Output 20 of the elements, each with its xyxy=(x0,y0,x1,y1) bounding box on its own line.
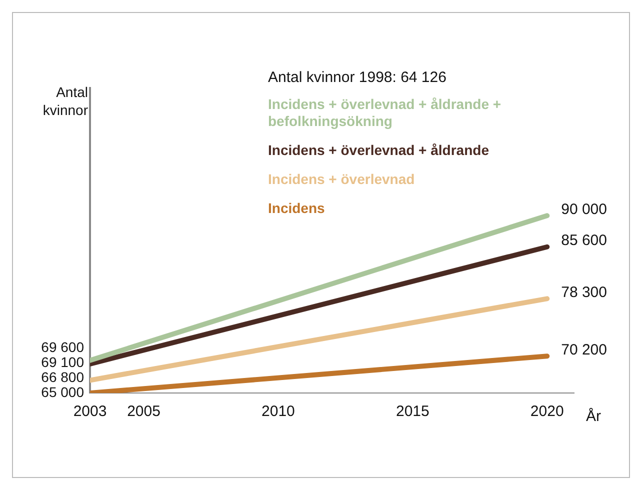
data-label: 69 100 xyxy=(41,354,84,370)
data-label: 69 600 xyxy=(41,338,84,355)
chart-title: Antal kvinnor 1998: 64 126 xyxy=(268,69,446,86)
x-tick-label: 2003 xyxy=(73,403,107,420)
data-label: 78 300 xyxy=(561,284,607,301)
text: Incidens + överlevnad + åldrande + befolkningsökning xyxy=(268,96,502,129)
x-axis-title: År xyxy=(586,407,602,426)
x-tick-label: 2020 xyxy=(530,403,564,420)
text: Incidens + överlevnad xyxy=(268,170,415,187)
text: Incidens + överlevnad + åldrande xyxy=(268,142,490,158)
data-label: 66 800 xyxy=(41,368,84,385)
data-label: 90 000 xyxy=(561,200,607,218)
x-tick-label: 2015 xyxy=(396,403,430,420)
text: Incidens xyxy=(268,200,326,216)
y-axis-title: Antal kvinnor xyxy=(42,84,88,118)
data-label: 85 600 xyxy=(561,232,607,250)
x-tick-label: 2010 xyxy=(262,403,295,420)
data-label: 65 000 xyxy=(41,384,84,400)
data-label: 70 200 xyxy=(561,341,607,358)
x-tick-label: 2005 xyxy=(127,403,160,420)
